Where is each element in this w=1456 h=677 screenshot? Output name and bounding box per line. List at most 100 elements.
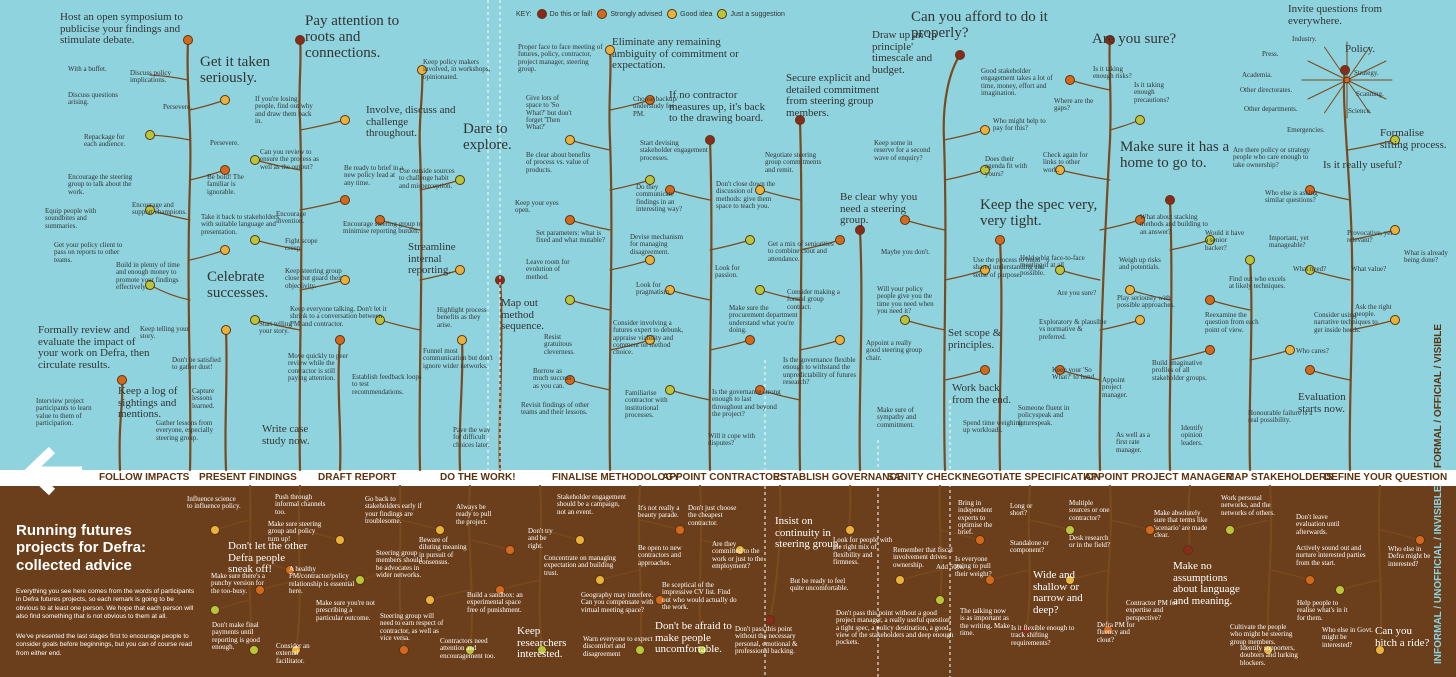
branch-line [608, 48, 613, 472]
advice-label: Move quickly to peer review while the co… [288, 352, 349, 383]
advice-label: Consider involving a futures expert to d… [613, 319, 683, 357]
advice-dot [335, 335, 345, 345]
advice-dot [435, 525, 445, 535]
branch-line [1269, 569, 1311, 581]
advice-dot [1205, 295, 1215, 305]
advice-dot [399, 645, 409, 655]
advice-label: Geography may interfere. Can you compens… [581, 591, 654, 614]
advice-label: Keep researchers interested. [517, 625, 567, 661]
advice-label: Resist gratuitous cleverness. [544, 333, 575, 356]
stage-present-findings: PRESENT FINDINGS [199, 472, 297, 483]
advice-label: Do they communicate findings in an inter… [636, 183, 683, 214]
advice-label: Beware of diluting meaning in pursuit of… [419, 536, 467, 567]
advice-dot [537, 645, 547, 655]
branch-line [1249, 349, 1291, 361]
branch-line [1209, 299, 1251, 311]
advice-dot [755, 185, 765, 195]
advice-label: Wide and shallow or narrow and deep? [1033, 569, 1083, 616]
advice-dot [285, 565, 295, 575]
advice-label: Be ready to brief in a new policy lead a… [344, 164, 404, 187]
advice-dot [855, 225, 865, 235]
advice-dot [955, 50, 965, 60]
advice-label: Persevere. [210, 139, 239, 147]
advice-label: Interview project participants to learn … [36, 397, 92, 428]
advice-dot [335, 535, 345, 545]
informal-earth-area [0, 486, 1456, 677]
advice-dot [417, 65, 427, 75]
advice-dot [220, 95, 230, 105]
advice-label: Long or short? [1010, 502, 1033, 518]
branch-line [398, 484, 406, 652]
advice-dot [1390, 135, 1400, 145]
advice-label: Multiple sources or one contractor? [1069, 499, 1110, 522]
advice-label: Steering group members should be advocat… [376, 549, 423, 580]
advice-label: Devise mechanism for managing disagreeme… [630, 233, 684, 256]
advice-label: Scanning. [1356, 90, 1384, 98]
advice-dot [145, 130, 155, 140]
advice-label: Can you hitch a ride? [1375, 625, 1430, 649]
advice-label: Don't pass this point without a good pro… [836, 609, 954, 647]
advice-dot [1305, 365, 1315, 375]
advice-label: Cultivate the people who might be steeri… [1230, 623, 1293, 646]
advice-label: Make no assumptions about language and m… [1173, 560, 1240, 607]
advice-dot [340, 195, 350, 205]
advice-label: Appoint a really good steering group cha… [866, 339, 922, 362]
advice-dot [845, 525, 855, 535]
advice-label: Look for passion. [715, 264, 740, 280]
advice-label: Help people to realise what's in it for … [1297, 599, 1348, 622]
advice-dot [455, 265, 465, 275]
stage-do-the-work: DO THE WORK! [440, 472, 516, 483]
advice-label: Revisit findings of other teams and thei… [521, 401, 590, 417]
advice-label: Go back to stakeholders early if your fi… [365, 495, 422, 526]
advice-label: Who else in Defra might be interested? [1388, 545, 1431, 568]
branch-line [569, 299, 611, 311]
advice-dot [455, 175, 465, 185]
advice-dot [1103, 625, 1113, 635]
advice-label: Is it taking enough risks? [1093, 65, 1132, 81]
advice-label: Exploratory & plausible vs normative & p… [1039, 318, 1107, 341]
advice-label: Is it taking enough precautions? [1134, 81, 1170, 104]
advice-label: Persevere. [163, 103, 192, 111]
advice-dot [980, 365, 990, 375]
advice-label: Academia. [1242, 71, 1273, 79]
advice-dot [1135, 315, 1145, 325]
advice-label: If no contractor measures up, it's back … [669, 89, 766, 125]
advice-dot [495, 585, 505, 595]
advice-label: Don't just choose the cheapest contracto… [688, 504, 737, 527]
advice-label: Involve, discuss and challenge throughou… [366, 104, 456, 140]
advice-dot [1165, 195, 1175, 205]
advice-dot [1065, 75, 1075, 85]
branch-line [214, 599, 251, 611]
key-item-do-or-fail: Do this or fail! [536, 9, 592, 19]
advice-dot [1183, 545, 1193, 555]
advice-label: Make sure there's a punchy version for t… [211, 572, 265, 595]
intro-paragraph-2: We've presented the last stages first to… [16, 633, 192, 657]
advice-dot [221, 325, 231, 335]
advice-label: What about stacking methods and building… [1140, 213, 1208, 236]
advice-label: Concentrate on managing expectation and … [544, 554, 616, 577]
advice-label: Build a sandbox: an experimental space f… [467, 591, 523, 614]
advice-dot [210, 605, 220, 615]
branch-line [248, 484, 256, 652]
advice-dot [291, 645, 301, 655]
advice-dot [220, 165, 230, 175]
advice-label: Weigh up risks and potentials. [1119, 256, 1161, 272]
advice-label: Keep the spec very, very tight. [980, 197, 1098, 229]
advice-label: Other departments. [1244, 105, 1298, 113]
advice-label: Repackage for each audience. [84, 133, 126, 149]
advice-label: Be bold! The familiar is ignorable. [207, 173, 244, 196]
advice-dot [1390, 225, 1400, 235]
advice-label: Discuss policy implications. [130, 69, 172, 85]
advice-label: Will it cope with disputes? [708, 432, 755, 448]
branch-line [1309, 369, 1351, 381]
advice-dot [980, 265, 990, 275]
advice-label: Set scope & principles. [948, 327, 1002, 351]
advice-dot [675, 525, 685, 535]
advice-dot [935, 595, 945, 605]
branch-line [337, 338, 342, 472]
advice-label: Always be ready to pull the project. [456, 503, 492, 526]
branch-line [1168, 198, 1173, 472]
advice-label: Consider making a formal group contract. [787, 288, 840, 311]
advice-label: Make sure it has a home to go to. [1120, 139, 1230, 171]
